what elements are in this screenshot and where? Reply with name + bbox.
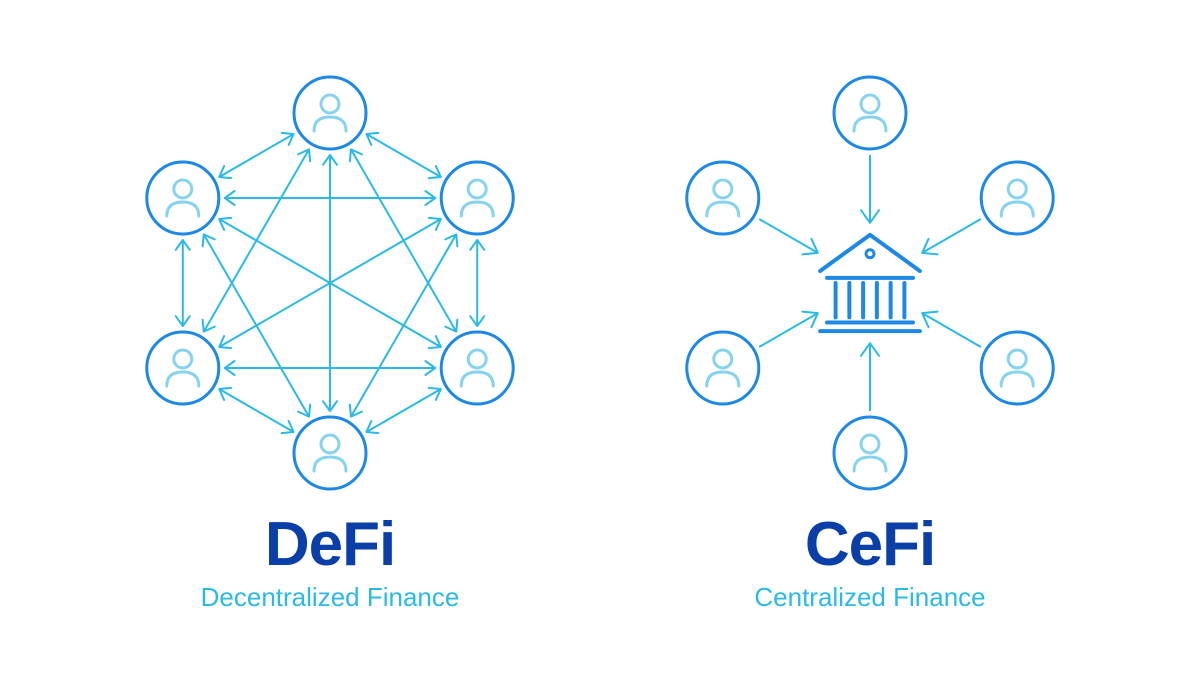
- edge: [922, 313, 981, 347]
- person-node: [687, 162, 759, 234]
- person-node: [441, 332, 513, 404]
- edge: [219, 389, 293, 432]
- defi-title: DeFi: [265, 509, 395, 580]
- person-node: [981, 332, 1053, 404]
- person-node: [687, 332, 759, 404]
- edge: [366, 389, 440, 432]
- edge: [759, 219, 818, 253]
- defi-subtitle: Decentralized Finance: [201, 582, 460, 613]
- cefi-panel: CeFi Centralized Finance: [600, 63, 1140, 613]
- edge: [366, 134, 440, 177]
- person-node: [294, 417, 366, 489]
- defi-diagram: [110, 63, 550, 503]
- edge: [759, 313, 818, 347]
- person-node: [147, 162, 219, 234]
- edge: [219, 134, 293, 177]
- cefi-diagram: [650, 63, 1090, 503]
- cefi-title: CeFi: [805, 509, 935, 580]
- person-node: [834, 417, 906, 489]
- person-node: [834, 77, 906, 149]
- bank-icon: [820, 234, 920, 330]
- person-node: [441, 162, 513, 234]
- edge: [922, 219, 981, 253]
- person-node: [294, 77, 366, 149]
- defi-panel: DeFi Decentralized Finance: [60, 63, 600, 613]
- person-node: [981, 162, 1053, 234]
- cefi-subtitle: Centralized Finance: [754, 582, 985, 613]
- person-node: [147, 332, 219, 404]
